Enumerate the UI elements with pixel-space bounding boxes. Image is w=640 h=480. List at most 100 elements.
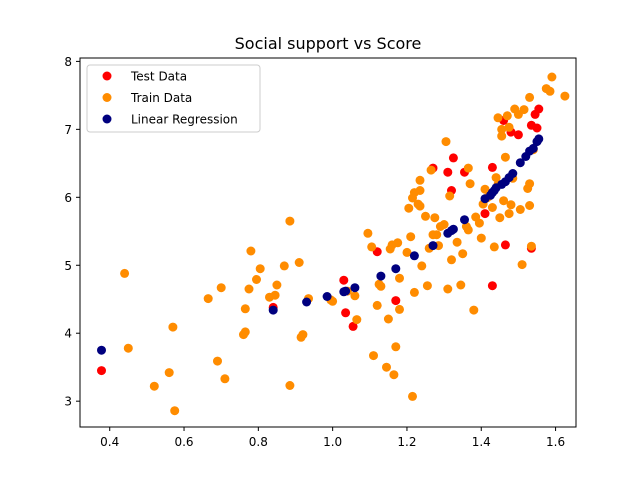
data-point (502, 111, 512, 121)
data-point (456, 280, 466, 290)
data-point (560, 91, 570, 101)
data-point (519, 105, 529, 115)
data-point (376, 281, 386, 291)
data-point (376, 271, 386, 281)
data-point (203, 294, 213, 304)
chart-title: Social support vs Score (235, 34, 422, 53)
data-point (252, 275, 261, 284)
data-point (447, 255, 456, 265)
plot-area (97, 72, 570, 416)
y-axis: 3 4 5 6 7 8 (64, 55, 80, 409)
plot-frame (79, 57, 577, 428)
data-point (495, 213, 505, 223)
data-point (294, 258, 304, 267)
data-point (497, 131, 507, 141)
data-point (487, 162, 497, 172)
data-point (164, 368, 174, 378)
x-tick-label: 1.6 (546, 435, 565, 449)
data-point (406, 232, 416, 242)
data-point (448, 153, 458, 163)
data-point (382, 362, 391, 372)
data-point (372, 300, 382, 310)
data-point (443, 284, 453, 294)
data-point (465, 179, 475, 189)
data-point (469, 305, 479, 315)
data-point (322, 292, 332, 301)
data-point (350, 283, 360, 293)
data-point (220, 374, 230, 384)
data-point (246, 246, 256, 256)
legend: Test Data Train Data Linear Regression (86, 64, 261, 133)
data-point (404, 203, 414, 213)
y-tick-label: 5 (64, 259, 72, 273)
data-point (244, 284, 254, 294)
data-point (497, 124, 507, 134)
data-point (350, 291, 360, 301)
legend-label: Test Data (130, 70, 187, 84)
data-point (369, 351, 378, 361)
data-point (530, 109, 540, 119)
data-point (367, 242, 377, 252)
data-point (504, 209, 514, 219)
data-point (352, 315, 362, 325)
legend-marker (102, 71, 112, 81)
data-point (255, 264, 265, 274)
data-point (448, 224, 458, 234)
data-point (545, 86, 555, 96)
data-point (439, 220, 449, 229)
data-point (120, 268, 130, 278)
x-tick-label: 0.6 (174, 435, 193, 449)
data-point (532, 123, 542, 133)
x-tick-label: 1.0 (323, 435, 342, 449)
data-point (515, 158, 525, 168)
y-tick-label: 8 (64, 55, 72, 69)
data-point (513, 130, 523, 140)
data-point (489, 242, 499, 252)
data-point (240, 304, 250, 314)
data-point (463, 163, 473, 173)
data-point (285, 381, 295, 390)
data-point (487, 281, 497, 291)
data-point (391, 264, 401, 274)
x-tick-label: 1.2 (397, 435, 416, 449)
data-point (383, 314, 393, 324)
data-point (417, 261, 427, 271)
data-point (458, 249, 468, 259)
data-point (395, 273, 404, 283)
data-point (491, 173, 501, 183)
data-point (240, 327, 250, 337)
data-point (302, 297, 312, 307)
data-point (348, 321, 358, 331)
data-point (395, 304, 404, 314)
data-point (445, 191, 455, 201)
data-point (268, 305, 278, 315)
data-point (500, 240, 510, 250)
data-point (500, 152, 510, 162)
data-point (441, 137, 451, 147)
data-point (525, 179, 535, 189)
data-point (270, 290, 280, 300)
legend-marker (102, 114, 112, 124)
legend-box (86, 64, 261, 133)
data-point (443, 167, 453, 177)
data-point (487, 203, 497, 212)
data-point (97, 345, 106, 355)
legend-label: Train Data (130, 91, 192, 105)
data-point (123, 343, 133, 353)
data-point (528, 143, 538, 153)
data-point (149, 381, 159, 391)
data-point (415, 175, 425, 185)
data-point (534, 134, 544, 144)
data-point (391, 296, 401, 306)
x-tick-label: 0.4 (100, 435, 119, 449)
data-point (298, 330, 308, 340)
data-point (432, 230, 442, 240)
x-axis: 0.4 0.6 0.8 1.0 1.2 1.4 1.6 (100, 427, 565, 449)
data-point (213, 356, 222, 366)
x-tick-label: 0.8 (249, 435, 268, 449)
data-point (415, 186, 425, 195)
data-point (452, 237, 462, 247)
data-point (168, 322, 178, 332)
y-tick-label: 7 (64, 123, 72, 137)
